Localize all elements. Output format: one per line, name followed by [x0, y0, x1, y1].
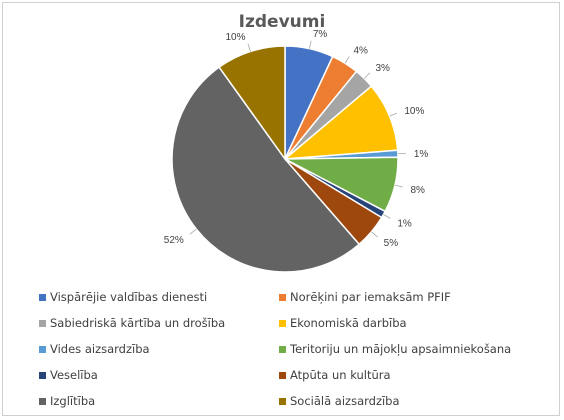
data-label-ekonomiska-darbiba: 10%: [404, 106, 424, 117]
leader-line-sociala-aizsardziba: [247, 43, 251, 52]
leader-line-norekini-par-iemaksam-pfif: [344, 56, 350, 64]
legend-swatch-teritoriju-un-majoklu-apsaimniekosana: [279, 346, 286, 353]
leader-lines: [189, 40, 406, 238]
data-label-atputa-un-kultura: 5%: [384, 238, 399, 249]
legend-item-ekonomiska-darbiba: Ekonomiskā darbība: [279, 316, 407, 330]
leader-line-ekonomiska-darbiba: [389, 112, 398, 117]
data-label-veseliba: 1%: [397, 218, 412, 229]
legend-swatch-sabiedriska-kartiba-un-drosiba: [39, 320, 46, 327]
legend-item-sabiedriska-kartiba-un-drosiba: Sabiedriskā kārtība un drošība: [39, 316, 225, 330]
legend-item-izglitiba: Izglītība: [39, 394, 95, 408]
data-label-visparejie-valdibas-dienesti: 7%: [313, 29, 328, 40]
data-labels: 7% 4% 3% 10% 1% 8% 1% 5% 52% 10%: [164, 29, 429, 249]
pie-slices: [171, 45, 399, 273]
legend-swatch-veseliba: [39, 372, 46, 379]
leader-line-teritoriju-un-majoklu-apsaimniekosana: [394, 184, 403, 188]
legend-label-ekonomiska-darbiba: Ekonomiskā darbība: [290, 316, 407, 330]
legend-item-atputa-un-kultura: Atpūta un kultūra: [279, 368, 391, 382]
legend-swatch-sociala-aizsardziba: [279, 398, 286, 405]
legend: Vispārējie valdības dienesti Norēķini par…: [39, 290, 511, 408]
legend-label-sabiedriska-kartiba-un-drosiba: Sabiedriskā kārtība un drošība: [50, 316, 225, 330]
legend-label-teritoriju-un-majoklu-apsaimniekosana: Teritoriju un mājokļu apsaimniekošana: [289, 342, 511, 356]
leader-line-veseliba: [383, 214, 391, 219]
legend-swatch-vides-aizsardziba: [39, 346, 46, 353]
legend-item-visparejie-valdibas-dienesti: Vispārējie valdības dienesti: [39, 290, 207, 304]
pie-chart: Izdevumi 7% 4% 3% 10% 1% 8% 1% 5% 52% 10% Vispārē…: [39, 12, 511, 408]
data-label-vides-aizsardziba: 1%: [414, 149, 429, 160]
legend-swatch-atputa-un-kultura: [279, 372, 286, 379]
chart-title: Izdevumi: [239, 12, 326, 32]
data-label-norekini-par-iemaksam-pfif: 4%: [354, 46, 369, 57]
data-label-sabiedriska-kartiba-un-drosiba: 3%: [376, 63, 391, 74]
legend-item-vides-aizsardziba: Vides aizsardzība: [39, 342, 150, 356]
leader-line-izglitiba: [189, 228, 197, 235]
data-label-izglitiba: 52%: [164, 235, 184, 246]
legend-item-sociala-aizsardziba: Sociālā aizsardzība: [279, 394, 400, 408]
legend-item-norekini-par-iemaksam-pfif: Norēķini par iemaksām PFIF: [279, 290, 451, 304]
legend-label-izglitiba: Izglītība: [50, 394, 95, 408]
legend-swatch-ekonomiska-darbiba: [279, 320, 286, 327]
legend-swatch-norekini-par-iemaksam-pfif: [279, 294, 286, 301]
pie-slice-izglitiba: [171, 66, 361, 273]
chart-frame: Izdevumi 7% 4% 3% 10% 1% 8% 1% 5% 52% 10% Vispārē…: [2, 2, 560, 416]
legend-label-atputa-un-kultura: Atpūta un kultūra: [290, 368, 391, 382]
legend-swatch-izglitiba: [39, 398, 46, 405]
legend-item-teritoriju-un-majoklu-apsaimniekosana: Teritoriju un mājokļu apsaimniekošana: [279, 342, 511, 356]
legend-swatch-visparejie-valdibas-dienesti: [39, 294, 46, 301]
legend-item-veseliba: Veselība: [39, 368, 98, 382]
data-label-teritoriju-un-majoklu-apsaimniekosana: 8%: [411, 185, 426, 196]
legend-label-visparejie-valdibas-dienesti: Vispārējie valdības dienesti: [50, 290, 207, 304]
legend-label-vides-aizsardziba: Vides aizsardzība: [50, 342, 150, 356]
legend-label-norekini-par-iemaksam-pfif: Norēķini par iemaksām PFIF: [290, 290, 451, 304]
leader-line-atputa-un-kultura: [371, 231, 378, 238]
legend-label-sociala-aizsardziba: Sociālā aizsardzība: [290, 394, 400, 408]
leader-line-sabiedriska-kartiba-un-drosiba: [363, 72, 371, 79]
leader-line-visparejie-valdibas-dienesti: [309, 40, 312, 49]
legend-label-veseliba: Veselība: [50, 368, 98, 382]
data-label-sociala-aizsardziba: 10%: [226, 32, 246, 43]
